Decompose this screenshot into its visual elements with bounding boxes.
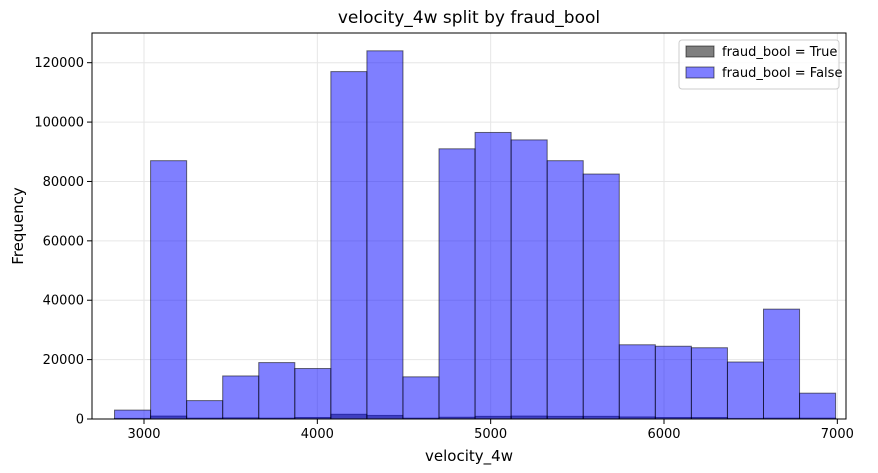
bar-fraud-false [294, 368, 332, 420]
legend-label-false: fraud_bool = False [722, 66, 842, 81]
x-tick-label: 4000 [301, 427, 334, 442]
bar-fraud-false [150, 160, 188, 420]
y-axis-title: Frequency [9, 187, 27, 265]
y-tick-label: 80000 [43, 175, 84, 190]
y-tick-label: 20000 [43, 353, 84, 368]
y-tick-label: 60000 [43, 234, 84, 249]
y-tick-label: 40000 [43, 294, 84, 309]
bar-fraud-false [330, 71, 368, 420]
x-axis-ticks: 3000 4000 5000 6000 7000 [127, 419, 854, 442]
bar-fraud-false [510, 139, 548, 420]
x-axis-title: velocity_4w [425, 447, 513, 466]
bar-fraud-false [402, 376, 440, 420]
y-tick-label: 120000 [34, 56, 84, 71]
y-tick-label: 100000 [34, 116, 84, 131]
y-tick-label: 0 [76, 413, 84, 428]
bar-fraud-false [366, 50, 404, 420]
bar-fraud-false [546, 160, 584, 420]
legend-box [678, 39, 840, 90]
bar-fraud-false [654, 345, 692, 420]
x-tick-label: 7000 [821, 427, 854, 442]
bar-fraud-false [762, 308, 801, 420]
x-tick-label: 3000 [127, 427, 160, 442]
bar-fraud-false [618, 344, 656, 420]
bar-fraud-false [474, 131, 512, 420]
legend-swatch-false [685, 66, 715, 79]
bar-fraud-false [438, 148, 476, 420]
legend: fraud_bool = True fraud_bool = False [678, 39, 842, 90]
y-axis-ticks: 0 20000 40000 60000 80000 100000 120000 [34, 56, 92, 428]
bars [114, 50, 837, 420]
bar-fraud-false [222, 375, 260, 420]
chart-title: velocity_4w split by fraud_bool [338, 8, 600, 28]
legend-swatch-true [685, 45, 715, 58]
x-tick-label: 5000 [474, 427, 507, 442]
plot-frame [91, 32, 847, 420]
bar-fraud-false [799, 392, 837, 420]
x-tick-label: 6000 [647, 427, 680, 442]
bar-fraud-false [114, 409, 152, 420]
legend-label-true: fraud_bool = True [722, 45, 837, 60]
bar-fraud-false [726, 361, 764, 420]
bar-fraud-false [258, 362, 296, 420]
bar-fraud-false [186, 400, 224, 420]
bar-fraud-false [582, 173, 620, 420]
bar-fraud-false [690, 347, 728, 420]
